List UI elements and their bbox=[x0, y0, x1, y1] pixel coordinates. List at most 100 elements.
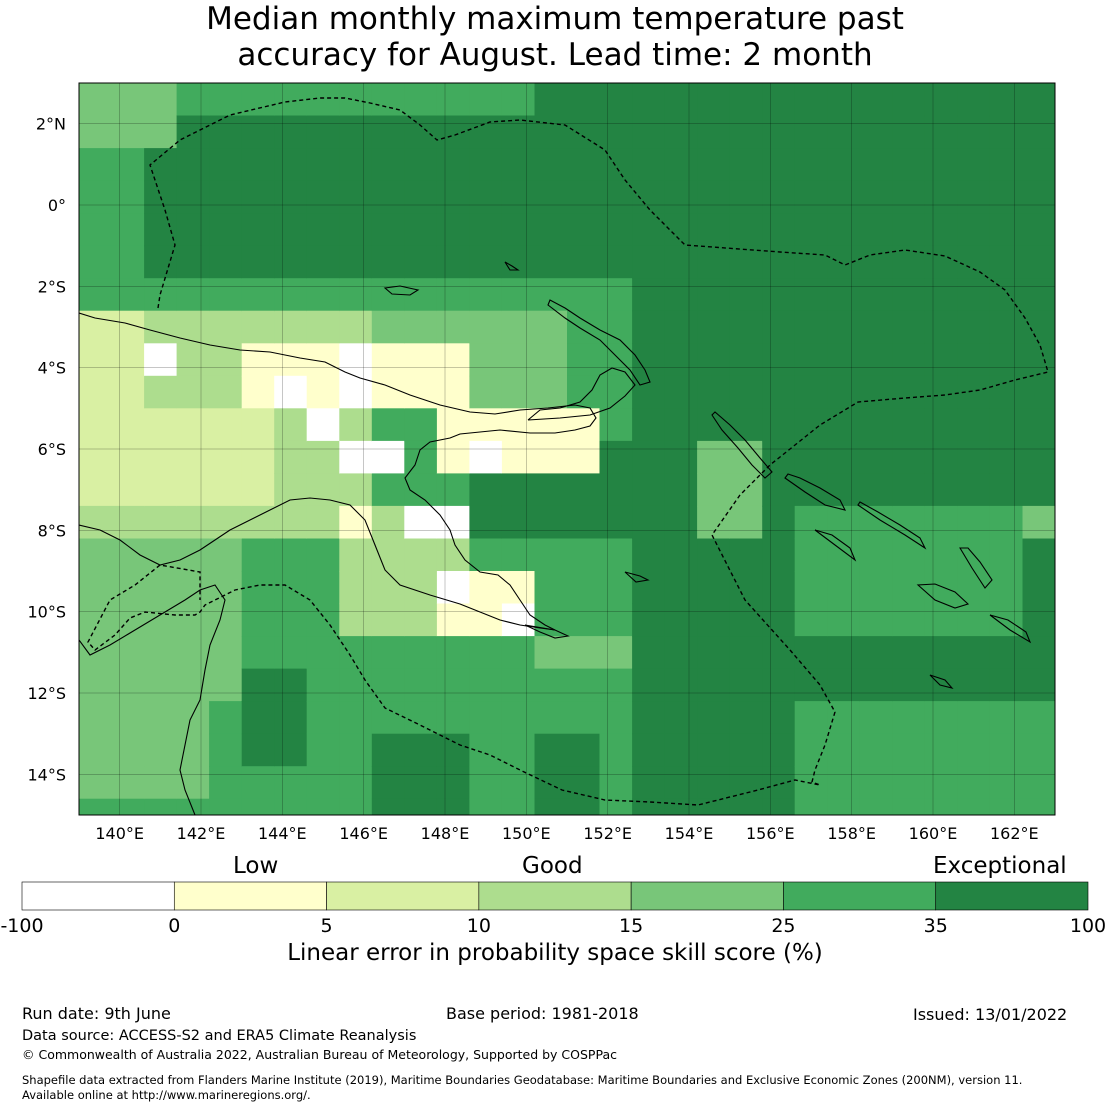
grid-cell bbox=[404, 473, 438, 507]
colorbar: -100 0 5 10 15 25 35 100 bbox=[0, 881, 1106, 937]
grid-cell bbox=[306, 440, 340, 474]
grid-cell bbox=[567, 473, 601, 507]
grid-cell bbox=[762, 148, 796, 182]
grid-cell bbox=[599, 571, 633, 605]
grid-cell bbox=[209, 603, 243, 637]
colorbar-tick-label: 35 bbox=[924, 915, 948, 937]
grid-cell bbox=[794, 375, 828, 409]
grid-cell bbox=[827, 213, 861, 247]
grid-cell bbox=[339, 733, 373, 767]
grid-cell bbox=[859, 701, 893, 735]
colorbar-swatch bbox=[478, 881, 632, 911]
grid-cell bbox=[404, 375, 438, 409]
grid-cell bbox=[924, 310, 958, 344]
grid-cell bbox=[144, 668, 178, 702]
grid-cell bbox=[534, 505, 568, 539]
grid-cell bbox=[599, 473, 633, 507]
grid-cell bbox=[534, 83, 568, 117]
grid-cell bbox=[404, 310, 438, 344]
grid-cell bbox=[144, 571, 178, 605]
grid-cell bbox=[599, 245, 633, 279]
grid-cell bbox=[241, 115, 275, 149]
grid-cell bbox=[957, 115, 991, 149]
grid-cell bbox=[664, 473, 698, 507]
grid-cell bbox=[241, 310, 275, 344]
colorbar-tick-label: 100 bbox=[1070, 915, 1106, 937]
grid-cell bbox=[501, 505, 535, 539]
coastline-new-ireland bbox=[547, 299, 651, 386]
grid-cell bbox=[827, 733, 861, 767]
grid-cell bbox=[404, 766, 438, 800]
grid-cell bbox=[111, 213, 145, 247]
grid-cell bbox=[924, 571, 958, 605]
grid-cell bbox=[306, 180, 340, 214]
grid-cell bbox=[827, 701, 861, 735]
grid-cell bbox=[957, 766, 991, 800]
grid-cell bbox=[697, 440, 731, 474]
grid-cell bbox=[567, 213, 601, 247]
grid-cell bbox=[404, 213, 438, 247]
grid-cell bbox=[209, 538, 243, 572]
grid-cell bbox=[632, 733, 666, 767]
grid-cell bbox=[371, 571, 405, 605]
grid-cell bbox=[697, 571, 731, 605]
grid-cell bbox=[892, 571, 926, 605]
coastline-solomons-c bbox=[814, 529, 857, 562]
grid-cell bbox=[241, 636, 275, 670]
grid-cell bbox=[989, 213, 1023, 247]
grid-cell bbox=[436, 733, 470, 767]
grid-cell bbox=[729, 603, 763, 637]
grid-cell bbox=[436, 766, 470, 800]
grid-cell bbox=[404, 245, 438, 279]
grid-cell bbox=[827, 115, 861, 149]
grid-cell bbox=[371, 180, 405, 214]
grid-cell bbox=[306, 766, 340, 800]
grid-cell bbox=[664, 310, 698, 344]
colorbar-swatch bbox=[630, 881, 784, 911]
grid-cell bbox=[209, 473, 243, 507]
grid-cell bbox=[632, 115, 666, 149]
grid-cell bbox=[176, 278, 210, 312]
grid-cell bbox=[859, 603, 893, 637]
grid-cell bbox=[79, 571, 113, 605]
grid-cell bbox=[274, 505, 308, 539]
grid-cell bbox=[306, 571, 340, 605]
grid-cell bbox=[794, 278, 828, 312]
grid-cell bbox=[924, 798, 958, 815]
grid-cell bbox=[501, 668, 535, 702]
grid-cell bbox=[989, 733, 1023, 767]
grid-cell bbox=[957, 310, 991, 344]
grid-cell bbox=[632, 473, 666, 507]
grid-cell bbox=[371, 83, 405, 117]
grid-cell bbox=[274, 766, 308, 800]
grid-cell bbox=[794, 798, 828, 815]
grid-cell bbox=[209, 766, 243, 800]
grid-cell bbox=[371, 115, 405, 149]
grid-cell bbox=[339, 668, 373, 702]
grid-cell bbox=[436, 440, 470, 474]
grid-cell bbox=[632, 701, 666, 735]
grid-cell bbox=[729, 310, 763, 344]
grid-cell bbox=[632, 278, 666, 312]
grid-cell bbox=[892, 473, 926, 507]
grid-cell bbox=[599, 148, 633, 182]
colorbar-swatch bbox=[173, 881, 327, 911]
grid-cell bbox=[859, 766, 893, 800]
grid-cell bbox=[176, 538, 210, 572]
grid-cell bbox=[794, 408, 828, 442]
coastline-manus bbox=[383, 285, 420, 296]
grid-cell bbox=[567, 278, 601, 312]
grid-cell bbox=[274, 701, 308, 735]
grid-cell bbox=[794, 343, 828, 377]
grid-cell bbox=[306, 701, 340, 735]
grid-cell bbox=[762, 343, 796, 377]
grid-cell bbox=[697, 83, 731, 117]
grid-cell bbox=[534, 798, 568, 815]
grid-cell bbox=[632, 245, 666, 279]
grid-cell bbox=[176, 180, 210, 214]
grid-cell bbox=[632, 571, 666, 605]
grid-cell bbox=[144, 440, 178, 474]
grid-cell bbox=[501, 245, 535, 279]
grid-cell bbox=[111, 668, 145, 702]
grid-cell bbox=[469, 115, 503, 149]
